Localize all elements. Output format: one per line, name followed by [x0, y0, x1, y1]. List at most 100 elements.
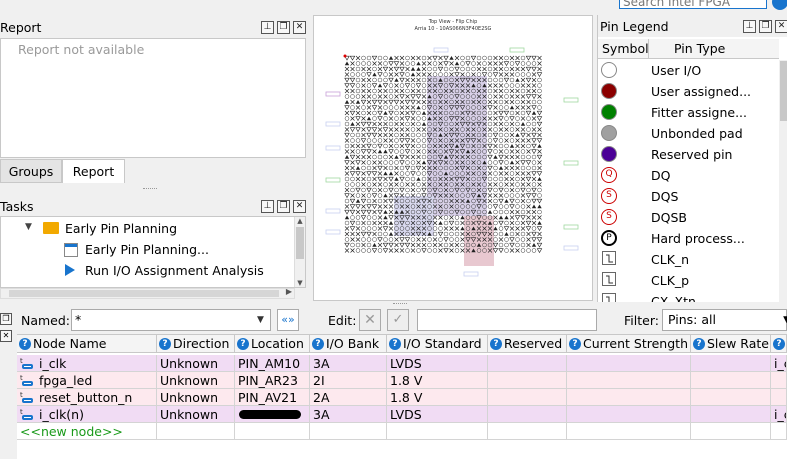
- node-name-cell[interactable]: t i_clk: [17, 355, 157, 372]
- table-cell[interactable]: [771, 423, 787, 440]
- table-cell[interactable]: [567, 406, 691, 423]
- tasks-hscrollbar[interactable]: ▶: [0, 287, 295, 299]
- table-cell[interactable]: [691, 389, 771, 406]
- column-header[interactable]: ? Location: [235, 335, 310, 353]
- node-name-cell[interactable]: t reset_button_n: [17, 389, 157, 406]
- pin-grid-cells[interactable]: [344, 55, 543, 266]
- close-icon[interactable]: ✕: [293, 20, 306, 34]
- float-icon[interactable]: ❐: [277, 20, 290, 34]
- table-cell[interactable]: LVDS: [387, 406, 488, 423]
- help-icon[interactable]: [772, 0, 787, 10]
- table-cell[interactable]: [488, 372, 567, 389]
- table-cell[interactable]: PIN_AM10: [235, 355, 310, 372]
- report-panel-title: Report: [0, 19, 42, 35]
- table-cell[interactable]: [387, 423, 488, 440]
- help-icon[interactable]: ?: [389, 337, 401, 350]
- table-cell[interactable]: [488, 389, 567, 406]
- legend-item: P Hard process...: [598, 228, 779, 249]
- table-cell[interactable]: [488, 406, 567, 423]
- table-cell[interactable]: 3A: [310, 406, 387, 423]
- help-icon[interactable]: ?: [312, 337, 324, 350]
- table-cell[interactable]: Unknown: [157, 355, 235, 372]
- help-icon[interactable]: ?: [569, 337, 581, 350]
- float-icon[interactable]: ❐: [759, 19, 772, 33]
- help-icon[interactable]: ?: [159, 337, 171, 350]
- chevron-down-icon[interactable]: ▼: [257, 315, 264, 325]
- legend-scrollbar[interactable]: [779, 60, 787, 302]
- table-cell[interactable]: 1.8 V: [387, 372, 488, 389]
- table-cell[interactable]: [235, 423, 310, 440]
- search-input[interactable]: Search Intel FPGA: [619, 0, 767, 9]
- table-cell[interactable]: [488, 355, 567, 372]
- table-cell[interactable]: [567, 423, 691, 440]
- splitter-handle[interactable]: [143, 188, 157, 191]
- table-cell[interactable]: PIN_AR23: [235, 372, 310, 389]
- task-early-pin-planning[interactable]: Early Pin Planning: [65, 221, 178, 236]
- close-icon[interactable]: ✕: [293, 199, 306, 213]
- column-header[interactable]: ? Slew Rate: [691, 335, 771, 353]
- table-cell[interactable]: LVDS: [387, 355, 488, 372]
- table-cell[interactable]: [567, 389, 691, 406]
- float-icon[interactable]: ❐: [0, 313, 12, 325]
- node-name-cell[interactable]: t i_clk(n): [17, 406, 157, 423]
- table-cell[interactable]: 3A: [310, 355, 387, 372]
- task-early-pin-planning-dialog[interactable]: Early Pin Planning...: [85, 242, 209, 257]
- table-cell[interactable]: [567, 355, 691, 372]
- help-icon[interactable]: ?: [693, 337, 705, 350]
- close-icon[interactable]: ✕: [0, 330, 12, 342]
- table-cell[interactable]: [488, 423, 567, 440]
- table-cell[interactable]: 2I: [310, 372, 387, 389]
- tasks-vscrollbar[interactable]: ▲ ▼: [294, 217, 305, 287]
- column-header[interactable]: ? Reserved: [488, 335, 567, 353]
- table-cell[interactable]: Unknown: [157, 389, 235, 406]
- edit-value-input[interactable]: [417, 309, 597, 331]
- table-cell[interactable]: i_c: [771, 406, 787, 423]
- package-pin-grid[interactable]: [314, 16, 594, 302]
- chip-planner-view[interactable]: Top View - Flip Chip Arria 10 - 10AS066N…: [313, 15, 593, 301]
- table-cell[interactable]: PIN_AV21: [235, 389, 310, 406]
- table-cell[interactable]: [771, 372, 787, 389]
- pin-icon[interactable]: ⊥: [261, 20, 274, 34]
- table-cell[interactable]: [691, 372, 771, 389]
- cancel-edit-icon[interactable]: ✕: [359, 309, 381, 331]
- accept-edit-icon[interactable]: ✓: [387, 309, 409, 331]
- close-icon[interactable]: ✕: [775, 19, 787, 33]
- task-run-io-analysis[interactable]: Run I/O Assignment Analysis: [85, 263, 264, 278]
- column-header[interactable]: ? I/O Bank: [310, 335, 387, 353]
- float-icon[interactable]: ❐: [277, 199, 290, 213]
- table-cell[interactable]: i_c: [771, 355, 787, 372]
- table-cell[interactable]: Unknown: [157, 372, 235, 389]
- help-icon[interactable]: ?: [773, 337, 785, 350]
- expand-arrow-icon[interactable]: ▼: [25, 222, 32, 232]
- table-cell[interactable]: [691, 423, 771, 440]
- pin-icon[interactable]: ⊥: [261, 199, 274, 213]
- table-cell[interactable]: [310, 423, 387, 440]
- splitter-handle[interactable]: [393, 303, 407, 306]
- pin-filter-select[interactable]: Pins: all ▼: [662, 309, 787, 331]
- column-header[interactable]: ? Node Name: [17, 335, 157, 353]
- node-finder-icon[interactable]: «»: [277, 309, 299, 331]
- table-cell[interactable]: [567, 372, 691, 389]
- table-cell[interactable]: 1.8 V: [387, 389, 488, 406]
- node-name-cell[interactable]: t fpga_led: [17, 372, 157, 389]
- table-cell[interactable]: 2A: [310, 389, 387, 406]
- help-icon[interactable]: ?: [490, 337, 502, 350]
- help-icon[interactable]: ?: [19, 337, 31, 350]
- named-filter-input[interactable]: *: [71, 309, 271, 331]
- new-node-cell[interactable]: <<new node>>: [17, 423, 157, 440]
- pin-icon[interactable]: ⊥: [743, 19, 756, 33]
- help-icon[interactable]: ?: [237, 337, 249, 350]
- column-header[interactable]: ?I_: [771, 335, 787, 353]
- column-header[interactable]: ? Direction: [157, 335, 235, 353]
- tab-groups[interactable]: Groups: [0, 159, 62, 183]
- table-cell[interactable]: Unknown: [157, 406, 235, 423]
- column-header-label: Reserved: [504, 336, 563, 351]
- table-cell[interactable]: [235, 406, 310, 423]
- tab-report[interactable]: Report: [62, 159, 125, 183]
- column-header[interactable]: ? Current Strength: [567, 335, 691, 353]
- table-cell[interactable]: [691, 406, 771, 423]
- table-cell[interactable]: [157, 423, 235, 440]
- table-cell[interactable]: [771, 389, 787, 406]
- column-header[interactable]: ? I/O Standard: [387, 335, 488, 353]
- table-cell[interactable]: [691, 355, 771, 372]
